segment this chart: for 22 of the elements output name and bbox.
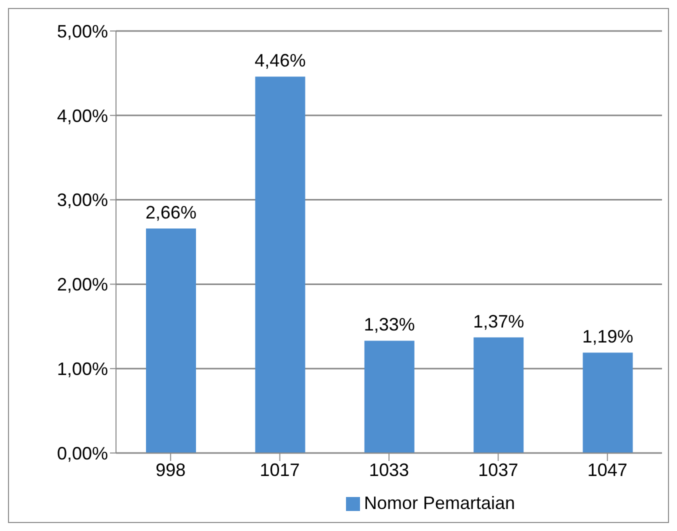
y-tick-label: 5,00% [56, 21, 108, 42]
bar [255, 76, 306, 453]
data-label: 1,37% [473, 311, 524, 332]
bar [582, 352, 633, 453]
bar [474, 337, 524, 453]
data-label: 1,33% [364, 314, 415, 335]
data-label: 4,46% [254, 50, 306, 71]
x-tick-label: 1037 [478, 460, 518, 480]
x-tick-label: 998 [156, 460, 186, 480]
y-tick-label: 1,00% [56, 358, 108, 379]
bar [146, 228, 196, 453]
data-label: 2,66% [145, 202, 197, 222]
y-tick-label: 3,00% [56, 190, 108, 210]
y-tick-label: 4,00% [56, 106, 108, 126]
x-tick-label: 1033 [368, 460, 410, 480]
legend-label: Nomor Pemartaian [364, 493, 516, 513]
bar [364, 340, 414, 453]
data-label: 1,19% [582, 326, 634, 347]
y-tick-label: 2,00% [56, 274, 108, 295]
x-tick-label: 1047 [587, 460, 628, 480]
y-tick-label: 0,00% [56, 443, 108, 464]
x-tick-label: 1017 [260, 460, 300, 480]
